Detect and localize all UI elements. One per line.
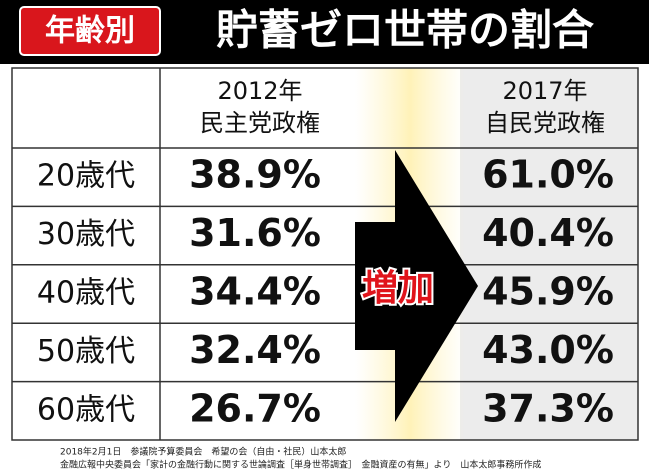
value-2017: 43.0% — [482, 328, 614, 372]
column-year: 2012年 — [217, 77, 302, 105]
age-label: 20歳代 — [37, 159, 135, 194]
column-government: 民主党政権 — [200, 109, 320, 137]
footer-line: 2018年2月1日 参議院予算委員会 希望の会（自由・社民）山本太郎 — [60, 446, 346, 458]
column-government: 自民党政権 — [485, 109, 605, 137]
value-2012: 38.9% — [189, 153, 321, 197]
age-label: 60歳代 — [37, 392, 135, 427]
badge-text: 年齢別 — [45, 14, 135, 49]
column-year: 2017年 — [502, 77, 587, 105]
age-label: 40歳代 — [37, 276, 135, 311]
footer-line: 金融広報中央委員会「家計の金融行動に関する世論調査［単身世帯調査］ 金融資産の有… — [60, 459, 541, 471]
title: 貯蓄ゼロ世帯の割合 — [216, 6, 594, 55]
age-label: 30歳代 — [37, 217, 135, 252]
arrow-label: 増加 — [362, 268, 434, 309]
value-2012: 26.7% — [189, 386, 321, 430]
value-2017: 37.3% — [482, 386, 614, 430]
value-2012: 32.4% — [189, 328, 321, 372]
value-2012: 34.4% — [189, 270, 321, 314]
table-border — [11, 67, 639, 441]
badge — [19, 6, 161, 56]
value-2012: 31.6% — [189, 211, 321, 255]
value-2017: 61.0% — [482, 153, 614, 197]
column-shade — [460, 68, 638, 440]
increase-arrow — [355, 150, 478, 422]
table-rows: 20歳代 38.9% 61.0% 30歳代 31.6% 40.4% 40歳代 34.4% 45.… — [12, 147, 638, 430]
age-label: 50歳代 — [37, 334, 135, 369]
value-2017: 40.4% — [482, 211, 614, 255]
value-2017: 45.9% — [482, 270, 614, 314]
